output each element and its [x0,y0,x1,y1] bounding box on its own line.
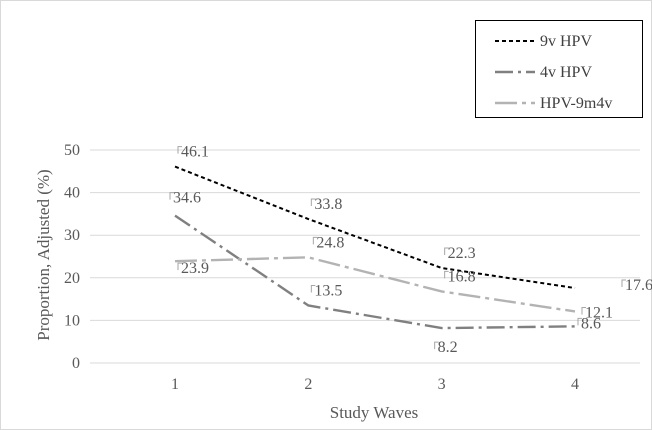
y-axis-title: Proportion, Adjusted (%) [34,169,53,340]
x-axis-title: Study Waves [330,403,419,422]
y-tick-label: 30 [64,227,80,244]
label-leader [177,262,182,271]
series-line-2 [174,214,576,330]
series-lines [174,165,576,330]
x-tick-label: 3 [438,376,446,393]
y-tick-label: 0 [72,355,80,372]
gridlines [90,149,640,364]
legend-label-1: 9v HPV [540,33,592,50]
legend-label-2: 4v HPV [540,64,592,81]
label-leader [434,341,439,350]
legend: 9v HPV 4v HPV HPV-9m4v [475,20,643,118]
label-leader [312,236,318,245]
legend-box [475,20,643,118]
data-label: 22.3 [448,245,476,262]
x-tick-label: 2 [304,376,312,393]
label-leader-lines [169,146,626,350]
data-label: 13.5 [314,282,342,299]
legend-label-3: HPV-9m4v [540,95,612,112]
label-leader [310,198,316,207]
data-label: 16.8 [448,268,476,285]
data-label: 23.9 [181,260,209,277]
label-leader [444,247,449,256]
x-tick-label: 1 [171,376,179,393]
y-tick-label: 50 [64,142,80,159]
series-line-3 [174,256,576,313]
data-label: 8.6 [581,315,601,332]
data-label: 24.8 [316,234,344,251]
data-label: 46.1 [181,144,209,161]
label-leader [177,146,182,154]
label-leader [577,317,582,326]
data-label: 17.6 [625,277,652,294]
y-tick-label: 40 [64,185,80,202]
y-tick-label: 10 [64,312,80,329]
label-leader [621,279,626,288]
label-leader [310,284,316,293]
legend-items: 9v HPV 4v HPV HPV-9m4v [495,33,612,112]
label-leader [444,270,449,279]
series-line-1 [174,165,576,290]
data-label: 12.1 [585,304,613,321]
label-leader [581,306,586,315]
data-label: 8.2 [438,339,458,356]
label-leader [169,192,174,200]
y-tick-label: 20 [64,270,80,287]
data-label: 33.8 [314,196,342,213]
y-axis-ticks: 0 10 20 30 40 50 [64,142,80,372]
x-axis-ticks: 1 2 3 4 [171,376,579,393]
x-tick-label: 4 [571,376,579,393]
data-label: 34.6 [173,190,201,207]
data-labels: 46.1 33.8 22.3 17.6 34.6 13.5 8.2 8.6 23.9 24.8 16… [173,144,652,356]
